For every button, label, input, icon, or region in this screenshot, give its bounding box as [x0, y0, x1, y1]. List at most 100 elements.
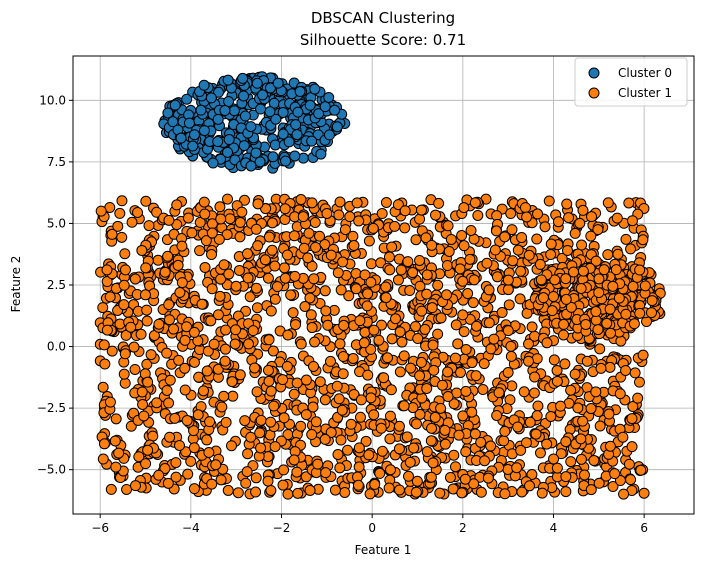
- point-cluster-1: [523, 338, 535, 350]
- chart-title: DBSCAN Clustering: [311, 9, 455, 27]
- point-cluster-1: [255, 414, 267, 426]
- point-cluster-0: [223, 134, 235, 146]
- point-cluster-1: [376, 445, 388, 457]
- point-cluster-1: [193, 371, 205, 383]
- point-cluster-1: [493, 387, 505, 399]
- point-cluster-1: [278, 412, 290, 424]
- point-cluster-1: [232, 487, 244, 499]
- x-tick-label: 4: [550, 521, 558, 535]
- point-cluster-1: [602, 249, 614, 261]
- point-cluster-1: [505, 350, 517, 362]
- point-cluster-1: [263, 364, 275, 376]
- point-cluster-1: [434, 487, 446, 499]
- point-cluster-1: [565, 301, 577, 313]
- point-cluster-1: [344, 211, 356, 223]
- point-cluster-1: [398, 350, 410, 362]
- point-cluster-1: [212, 363, 224, 375]
- point-cluster-1: [485, 343, 497, 355]
- point-cluster-1: [416, 305, 428, 317]
- point-cluster-1: [287, 307, 299, 319]
- point-cluster-0: [219, 105, 231, 117]
- point-cluster-1: [114, 207, 126, 219]
- point-cluster-1: [543, 195, 555, 207]
- legend-label-cluster-0: Cluster 0: [618, 66, 672, 80]
- point-cluster-1: [483, 317, 495, 329]
- point-cluster-1: [230, 324, 242, 336]
- point-cluster-1: [421, 382, 433, 394]
- point-cluster-1: [502, 284, 514, 296]
- point-cluster-1: [443, 245, 455, 257]
- point-cluster-1: [537, 292, 549, 304]
- point-cluster-1: [601, 317, 613, 329]
- point-cluster-1: [202, 345, 214, 357]
- point-cluster-1: [245, 431, 257, 443]
- point-cluster-1: [116, 195, 128, 207]
- point-cluster-1: [359, 269, 371, 281]
- point-cluster-1: [288, 388, 300, 400]
- point-cluster-1: [471, 320, 483, 332]
- point-cluster-1: [345, 418, 357, 430]
- point-cluster-1: [515, 265, 527, 277]
- point-cluster-1: [593, 273, 605, 285]
- point-cluster-1: [205, 315, 217, 327]
- point-cluster-1: [637, 349, 649, 361]
- point-cluster-1: [512, 421, 524, 433]
- point-cluster-1: [425, 435, 437, 447]
- point-cluster-1: [334, 196, 346, 208]
- point-cluster-0: [198, 125, 210, 137]
- point-cluster-1: [339, 224, 351, 236]
- point-cluster-1: [459, 473, 471, 485]
- point-cluster-0: [167, 116, 179, 128]
- point-cluster-1: [534, 447, 546, 459]
- legend-box: [574, 57, 688, 107]
- point-cluster-1: [221, 229, 233, 241]
- point-cluster-1: [112, 220, 124, 232]
- point-cluster-1: [646, 307, 658, 319]
- point-cluster-1: [575, 282, 587, 294]
- point-cluster-0: [313, 108, 325, 120]
- point-cluster-1: [140, 458, 152, 470]
- point-cluster-1: [277, 374, 289, 386]
- point-cluster-1: [602, 197, 614, 209]
- point-cluster-1: [126, 216, 138, 228]
- point-cluster-0: [205, 92, 217, 104]
- point-cluster-1: [136, 386, 148, 398]
- point-cluster-1: [458, 202, 470, 214]
- point-cluster-1: [560, 471, 572, 483]
- point-cluster-1: [478, 358, 490, 370]
- point-cluster-1: [558, 329, 570, 341]
- point-cluster-1: [605, 327, 617, 339]
- point-cluster-1: [142, 376, 154, 388]
- point-cluster-1: [319, 285, 331, 297]
- point-cluster-1: [455, 366, 467, 378]
- point-cluster-1: [604, 303, 616, 315]
- point-cluster-1: [289, 270, 301, 282]
- point-cluster-1: [263, 334, 275, 346]
- point-cluster-1: [464, 253, 476, 265]
- point-cluster-1: [399, 222, 411, 234]
- point-cluster-1: [534, 258, 546, 270]
- point-cluster-1: [522, 355, 534, 367]
- point-cluster-1: [138, 410, 150, 422]
- point-cluster-1: [531, 410, 543, 422]
- point-cluster-1: [402, 256, 414, 268]
- point-cluster-1: [635, 464, 647, 476]
- point-cluster-1: [265, 385, 277, 397]
- point-cluster-1: [560, 486, 572, 498]
- point-cluster-1: [359, 326, 371, 338]
- point-cluster-1: [309, 336, 321, 348]
- point-cluster-1: [394, 366, 406, 378]
- x-tick-label: 2: [459, 521, 467, 535]
- point-cluster-1: [528, 387, 540, 399]
- point-cluster-1: [176, 240, 188, 252]
- point-cluster-1: [456, 487, 468, 499]
- point-cluster-1: [354, 315, 366, 327]
- point-cluster-0: [175, 132, 187, 144]
- point-cluster-1: [337, 351, 349, 363]
- point-cluster-1: [194, 245, 206, 257]
- point-cluster-1: [305, 309, 317, 321]
- point-cluster-1: [475, 486, 487, 498]
- point-cluster-0: [277, 128, 289, 140]
- point-cluster-0: [319, 101, 331, 113]
